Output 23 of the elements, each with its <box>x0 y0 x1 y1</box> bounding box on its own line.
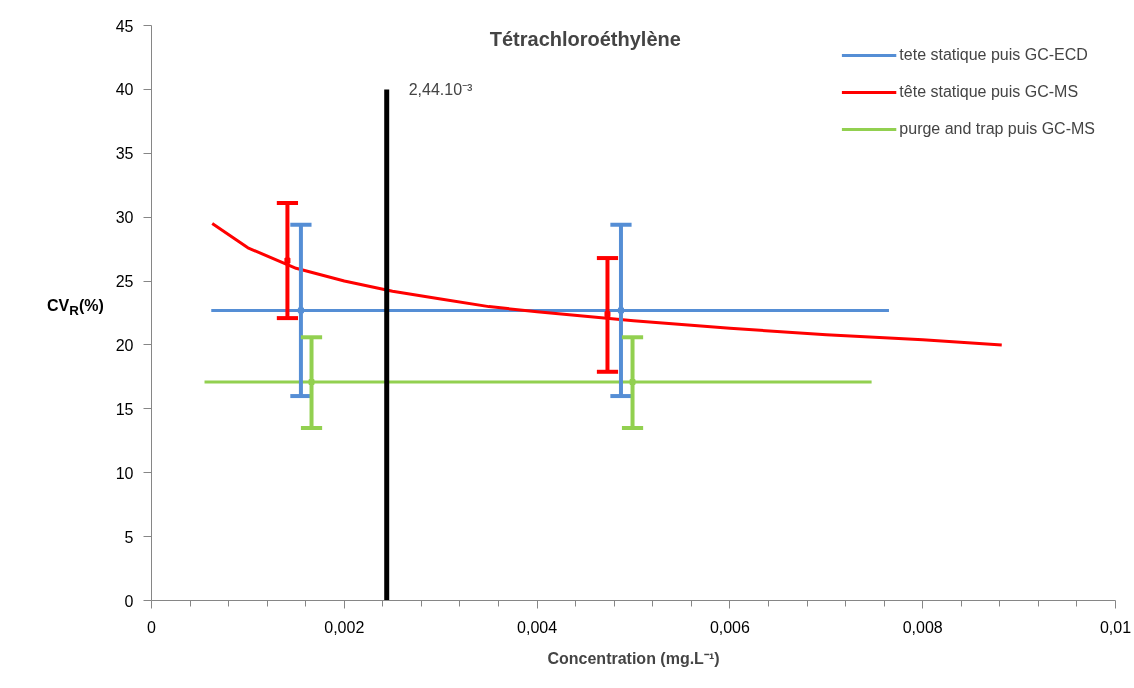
legend-label: purge and trap puis GC-MS <box>899 120 1095 138</box>
chart-title: Tétrachloroéthylène <box>489 27 681 50</box>
y-tick-label: 30 <box>115 209 134 227</box>
x-tick-label: 0,004 <box>517 618 558 636</box>
y-axis-title: CV$_{R}$(%) <box>47 296 104 321</box>
y-tick-label: 5 <box>124 528 134 546</box>
y-tick-label: 0 <box>124 592 134 610</box>
y-tick-label: 45 <box>115 17 134 35</box>
y-tick-label: 10 <box>115 464 134 482</box>
x-tick-label: 0,006 <box>709 618 751 636</box>
y-tick-label: 35 <box>115 145 134 163</box>
x-tick-label: 0,008 <box>902 618 943 636</box>
y-tick-label: 15 <box>115 400 134 418</box>
y-tick-label: 25 <box>115 273 134 291</box>
legend-label: tete statique puis GC-ECD <box>899 46 1088 64</box>
annotation: 2,44.10⁻³ <box>408 80 474 98</box>
x-axis-title: Concentration (mg.L⁻¹) <box>547 649 720 667</box>
x-tick-label: 0,002 <box>324 618 365 636</box>
x-tick-label: 0,01 <box>1099 618 1132 636</box>
x-tick-label: 0 <box>147 618 157 636</box>
y-tick-label: 20 <box>115 336 134 354</box>
legend-label: tête statique puis GC-MS <box>899 83 1079 101</box>
y-tick-label: 40 <box>115 81 134 99</box>
